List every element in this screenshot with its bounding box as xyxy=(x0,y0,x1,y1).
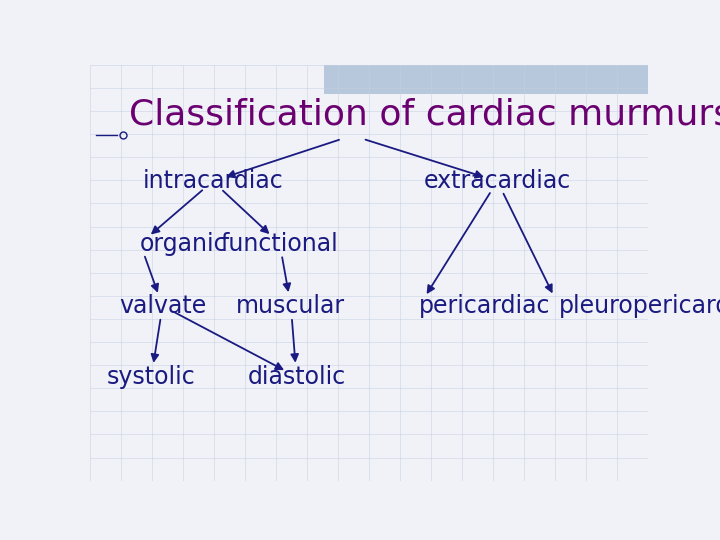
Text: systolic: systolic xyxy=(107,364,196,389)
Text: intracardiac: intracardiac xyxy=(143,169,283,193)
Text: organic: organic xyxy=(140,232,228,255)
Text: muscular: muscular xyxy=(236,294,346,318)
Text: pericardiac: pericardiac xyxy=(419,294,551,318)
Text: Classification of cardiac murmurs: Classification of cardiac murmurs xyxy=(129,98,720,132)
Text: functional: functional xyxy=(221,232,338,255)
Text: valvate: valvate xyxy=(119,294,206,318)
Text: pleuropericardiac: pleuropericardiac xyxy=(559,294,720,318)
Text: extracardiac: extracardiac xyxy=(423,169,571,193)
FancyBboxPatch shape xyxy=(324,65,648,94)
Text: diastolic: diastolic xyxy=(248,364,346,389)
